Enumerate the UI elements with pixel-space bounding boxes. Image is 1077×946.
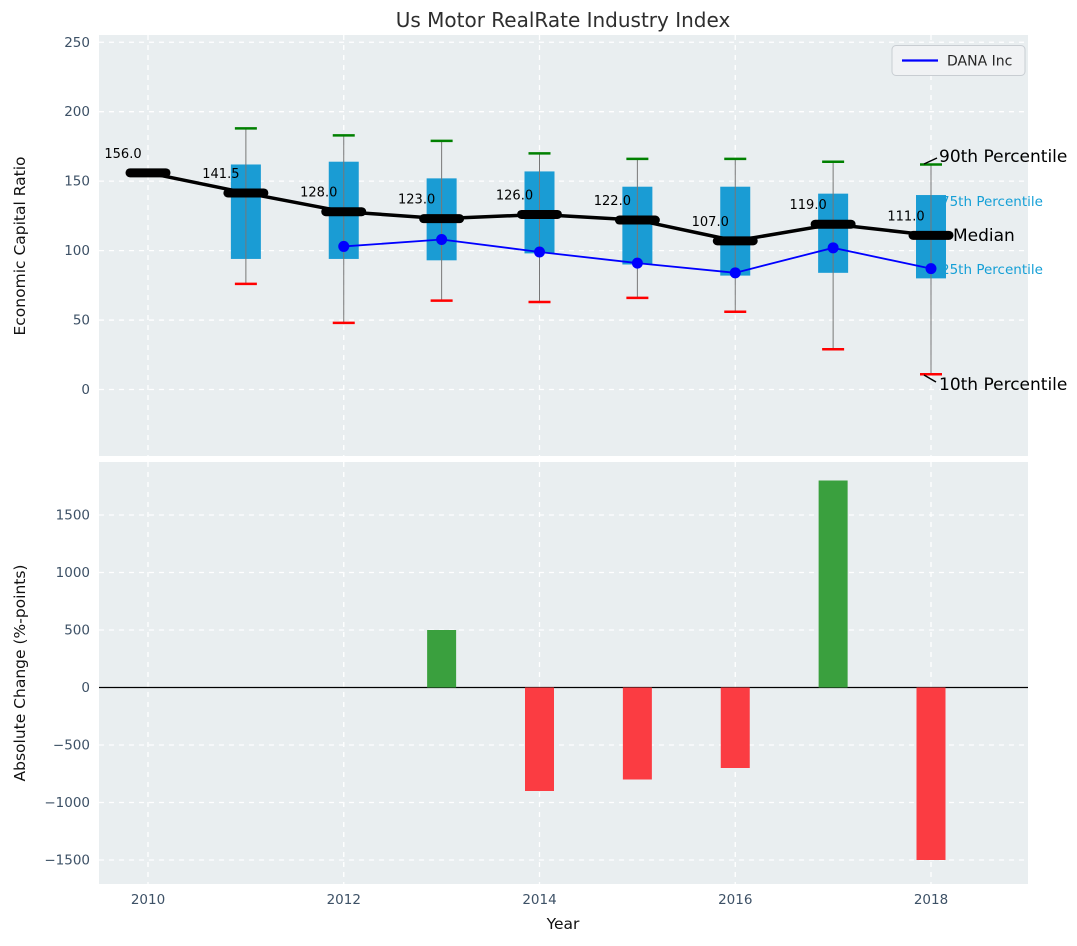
legend-label: DANA Inc xyxy=(947,54,1012,70)
x-tick-label: 2012 xyxy=(327,892,361,908)
x-axis-label: Year xyxy=(546,915,580,933)
p10-leader-line xyxy=(923,374,937,383)
median-value-label: 119.0 xyxy=(790,198,827,213)
dana-marker xyxy=(827,242,839,254)
percentile-25-label: 25th Percentile xyxy=(941,262,1043,278)
change-bar xyxy=(720,687,750,768)
change-bar xyxy=(427,630,457,688)
median-annotation-label: Median xyxy=(953,226,1015,246)
legend-box xyxy=(891,45,1026,76)
y-tick-label: 100 xyxy=(64,243,90,259)
x-tick-label: 2016 xyxy=(718,892,752,908)
data-layer: 156.0 141.5 128.0 123.0 126.0 122.0 107.0 119.0… xyxy=(44,35,1028,908)
dana-marker xyxy=(729,267,741,279)
y-tick-label: 0 xyxy=(81,680,90,696)
y-tick-label: −500 xyxy=(53,738,90,754)
percentile-75-label: 75th Percentile xyxy=(941,194,1043,210)
percentile-90-label: 90th Percentile xyxy=(939,147,1067,167)
y-tick-label: −1000 xyxy=(44,795,90,811)
dana-marker xyxy=(436,233,448,245)
median-value-label: 123.0 xyxy=(398,193,435,208)
y-tick-label: 50 xyxy=(73,313,90,329)
median-value-label: 107.0 xyxy=(692,215,729,230)
top-y-axis-label: Economic Capital Ratio xyxy=(11,156,29,335)
median-value-label: 141.5 xyxy=(202,167,239,182)
median-value-label: 126.0 xyxy=(496,188,533,203)
dana-marker xyxy=(534,246,545,258)
y-tick-label: 200 xyxy=(64,104,90,120)
percentile-10-label: 10th Percentile xyxy=(939,375,1067,395)
y-tick-label: 250 xyxy=(64,35,90,51)
change-bar xyxy=(916,687,946,860)
dana-marker xyxy=(338,240,350,252)
dana-marker xyxy=(631,257,643,269)
change-bar xyxy=(525,687,554,791)
y-tick-label: 500 xyxy=(64,623,90,639)
change-bar xyxy=(818,480,848,688)
x-tick-label: 2010 xyxy=(131,892,165,908)
median-value-label: 128.0 xyxy=(300,186,337,201)
median-value-label: 156.0 xyxy=(104,147,141,162)
change-bar xyxy=(622,687,652,780)
y-tick-label: 150 xyxy=(64,174,90,190)
median-value-label: 122.0 xyxy=(594,194,631,209)
y-tick-label: 1000 xyxy=(56,565,90,581)
median-value-label: 111.0 xyxy=(887,209,924,224)
y-tick-label: 0 xyxy=(81,382,90,398)
x-tick-label: 2014 xyxy=(522,892,556,908)
legend: DANA Inc xyxy=(891,45,1026,76)
y-tick-label: 1500 xyxy=(56,508,90,524)
x-tick-label: 2018 xyxy=(914,892,948,908)
bottom-plot-background xyxy=(99,462,1028,884)
background-layer xyxy=(99,35,1028,884)
y-tick-label: −1500 xyxy=(44,853,90,869)
p90-leader-line xyxy=(923,157,938,165)
chart-title: Us Motor RealRate Industry Index xyxy=(396,8,731,32)
bottom-y-axis-label: Absolute Change (%-points) xyxy=(11,565,29,782)
dana-marker xyxy=(925,263,937,275)
